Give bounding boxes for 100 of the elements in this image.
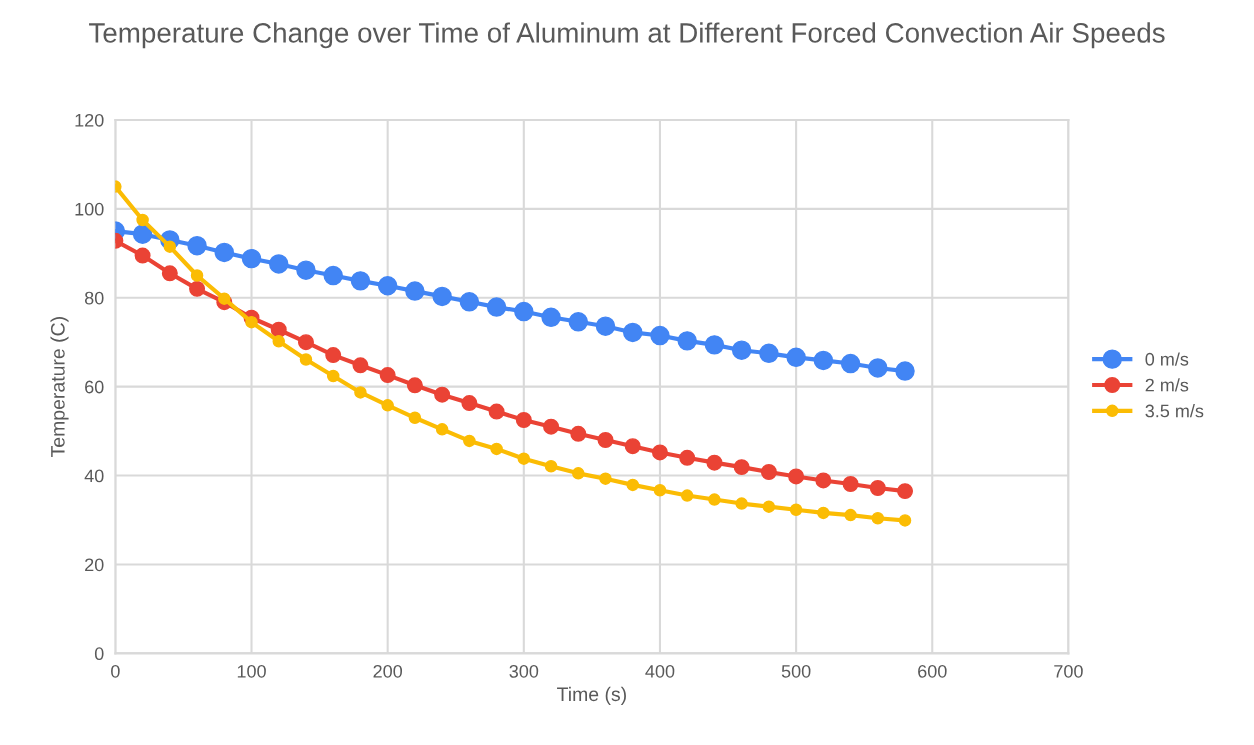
point: [813, 350, 834, 371]
x-axis-title: Time (s): [557, 686, 626, 705]
point: [708, 493, 721, 506]
point: [299, 353, 313, 366]
point: [704, 335, 725, 355]
point: [679, 449, 696, 466]
point: [432, 286, 452, 307]
point: [379, 367, 396, 384]
point: [624, 438, 641, 455]
point: [408, 411, 422, 425]
point: [840, 353, 861, 374]
point: [517, 452, 531, 465]
point: [570, 425, 587, 442]
point: [163, 240, 177, 253]
point: [544, 459, 558, 473]
chart-title: Temperature Change over Time of Aluminum at Different Forced Convection Air Speeds: [89, 22, 1165, 49]
point: [269, 254, 289, 274]
point: [459, 292, 480, 312]
point: [434, 386, 451, 403]
point: [352, 357, 369, 374]
point: [297, 334, 314, 351]
point: [272, 335, 285, 348]
x-tick-label: 300: [509, 664, 539, 678]
x-tick-label: 0: [111, 664, 120, 678]
point: [731, 340, 752, 360]
point: [214, 242, 235, 263]
legend-label: 2 m/s: [1145, 378, 1189, 392]
point: [377, 276, 398, 296]
x-tick-label: 700: [1054, 664, 1083, 678]
legend-label: 3.5 m/s: [1145, 404, 1204, 418]
point: [897, 483, 914, 500]
point: [543, 418, 560, 435]
point: [325, 347, 342, 364]
point: [572, 467, 585, 480]
point: [733, 459, 750, 476]
point: [161, 265, 178, 282]
point: [323, 265, 343, 286]
point: [815, 472, 832, 489]
point: [218, 292, 231, 305]
legend-label: 0 m/s: [1145, 352, 1189, 366]
y-tick-label: 120: [75, 113, 104, 127]
point: [871, 511, 885, 525]
y-tick-label: 40: [84, 469, 104, 483]
point: [623, 322, 643, 343]
point: [568, 312, 588, 332]
point: [350, 271, 371, 291]
point: [296, 260, 316, 280]
y-tick-label: 20: [85, 558, 104, 572]
point: [735, 497, 748, 510]
point: [132, 224, 153, 244]
point: [241, 248, 262, 269]
point: [490, 442, 503, 456]
point: [898, 514, 912, 527]
point: [405, 281, 425, 301]
point: [486, 297, 507, 317]
point: [514, 301, 534, 322]
point: [435, 423, 449, 436]
point: [597, 432, 614, 448]
point: [245, 315, 258, 329]
point: [895, 361, 915, 381]
x-tick-label: 600: [918, 664, 947, 678]
point: [786, 347, 806, 368]
point: [759, 343, 779, 364]
point: [762, 500, 776, 513]
point: [326, 369, 340, 383]
point: [595, 316, 616, 336]
point: [461, 395, 478, 412]
point: [680, 489, 694, 502]
point: [190, 269, 204, 282]
point: [651, 444, 668, 461]
point: [626, 478, 639, 492]
point: [653, 483, 667, 497]
point: [187, 236, 207, 256]
point: [134, 247, 151, 264]
x-tick-label: 500: [781, 664, 811, 678]
point: [788, 468, 805, 485]
point: [842, 476, 859, 492]
point: [599, 472, 612, 485]
point: [650, 325, 670, 346]
y-axis-title: Temperature (C): [50, 317, 69, 457]
point: [189, 280, 206, 297]
point: [463, 434, 476, 448]
point: [706, 454, 723, 471]
point: [817, 506, 830, 520]
y-tick-label: 0: [94, 647, 104, 661]
point: [381, 399, 394, 412]
point: [541, 307, 561, 328]
point: [789, 503, 803, 517]
point: [488, 403, 505, 420]
point: [136, 213, 149, 227]
y-tick-label: 80: [84, 291, 104, 305]
point: [354, 386, 367, 399]
point: [270, 321, 287, 338]
point: [844, 508, 857, 522]
x-tick-label: 200: [373, 664, 403, 678]
point: [406, 377, 423, 394]
x-tick-label: 400: [645, 664, 675, 678]
x-tick-label: 100: [237, 664, 266, 678]
point: [868, 358, 888, 378]
point: [515, 412, 532, 428]
